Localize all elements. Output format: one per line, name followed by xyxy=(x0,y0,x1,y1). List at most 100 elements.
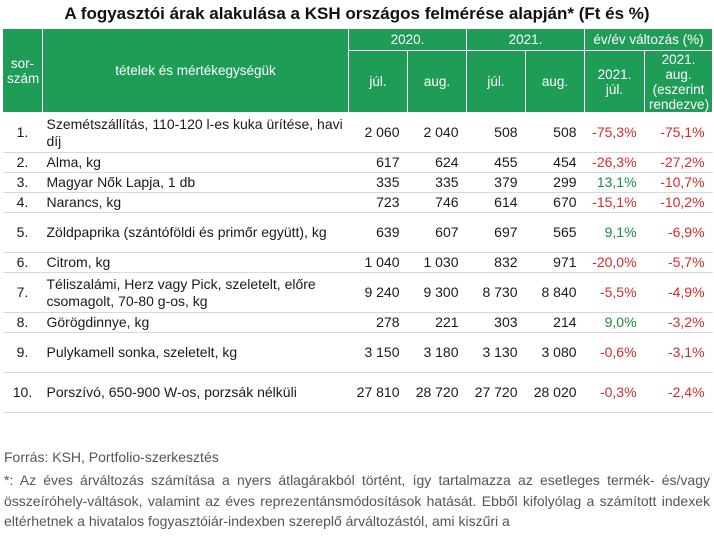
header-change-aug: 2021. aug. (eszerint rendezve) xyxy=(644,50,714,113)
cell-idx: 8. xyxy=(2,312,43,333)
cell-chg-aug: -3,2% xyxy=(644,312,713,333)
cell-jul2021: 3 130 xyxy=(466,332,526,373)
cell-idx: 1. xyxy=(2,112,43,153)
cell-name: Porszívó, 650-900 W-os, porzsák nélküli xyxy=(42,372,349,413)
cell-jul2021: 832 xyxy=(466,252,526,273)
cell-idx: 3. xyxy=(2,172,43,193)
cell-name: Citrom, kg xyxy=(42,252,349,273)
header-change-jul: 2021. júl. xyxy=(584,50,646,113)
cell-name: Alma, kg xyxy=(42,152,349,173)
table-row: 3. Magyar Nők Lapja, 1 db 335 335 379 299 13,1… xyxy=(2,172,713,193)
cell-jul2020: 9 240 xyxy=(348,272,408,313)
cell-jul2020: 3 150 xyxy=(348,332,408,373)
cell-jul2020: 639 xyxy=(348,212,408,253)
cell-aug2020: 335 xyxy=(407,172,467,193)
table-row: 7. Téliszalámi, Herz vagy Pick, szeletelt… xyxy=(2,272,713,313)
cell-jul2020: 2 060 xyxy=(348,112,408,153)
table-row: 9. Pulykamell sonka, szeletelt, kg 3 150 3 … xyxy=(2,332,713,373)
cell-chg-jul: -15,1% xyxy=(584,192,645,213)
table-title: A fogyasztói árak alakulása a KSH ország… xyxy=(64,4,650,23)
cell-aug2020: 1 030 xyxy=(407,252,467,273)
cell-jul2021: 508 xyxy=(466,112,526,153)
cell-jul2021: 697 xyxy=(466,212,526,253)
cell-jul2020: 1 040 xyxy=(348,252,408,273)
table-body: 1. Szemétszállítás, 110-120 l-es kuka ürí… xyxy=(2,112,713,413)
header-2021-aug: aug. xyxy=(525,50,586,113)
cell-aug2020: 3 180 xyxy=(407,332,467,373)
table-row: 4. Narancs, kg 723 746 614 670 -15,1% -10,2% xyxy=(2,192,713,213)
cell-aug2021: 28 020 xyxy=(525,372,585,413)
price-table: sor-szám tételek és mértékegységük 2020.… xyxy=(2,28,714,413)
cell-jul2021: 379 xyxy=(466,172,526,193)
cell-chg-aug: -10,7% xyxy=(644,172,713,193)
cell-chg-jul: 9,0% xyxy=(584,312,645,333)
table-row: 5. Zöldpaprika (szántóföldi és primőr egy… xyxy=(2,212,713,253)
cell-chg-jul: -0,3% xyxy=(584,372,645,413)
cell-aug2021: 214 xyxy=(525,312,585,333)
cell-idx: 4. xyxy=(2,192,43,213)
cell-chg-jul: -5,5% xyxy=(584,272,645,313)
cell-aug2021: 971 xyxy=(525,252,585,273)
cell-chg-aug: -75,1% xyxy=(644,112,713,153)
cell-idx: 6. xyxy=(2,252,43,273)
cell-aug2021: 508 xyxy=(525,112,585,153)
cell-aug2020: 221 xyxy=(407,312,467,333)
cell-aug2021: 8 840 xyxy=(525,272,585,313)
cell-chg-aug: -6,9% xyxy=(644,212,713,253)
cell-chg-jul: 13,1% xyxy=(584,172,645,193)
cell-chg-jul: -20,0% xyxy=(584,252,645,273)
cell-idx: 7. xyxy=(2,272,43,313)
cell-aug2020: 28 720 xyxy=(407,372,467,413)
cell-jul2020: 617 xyxy=(348,152,408,173)
cell-jul2020: 335 xyxy=(348,172,408,193)
cell-name: Görögdinnye, kg xyxy=(42,312,349,333)
cell-idx: 2. xyxy=(2,152,43,173)
footnote: *: Az éves árváltozás számítása a nyers … xyxy=(4,472,710,529)
cell-aug2020: 607 xyxy=(407,212,467,253)
cell-chg-aug: -4,9% xyxy=(644,272,713,313)
header-2021-jul: júl. xyxy=(466,50,527,113)
cell-jul2021: 455 xyxy=(466,152,526,173)
table-row: 6. Citrom, kg 1 040 1 030 832 971 -20,0% -5,7% xyxy=(2,252,713,273)
cell-chg-aug: -5,7% xyxy=(644,252,713,273)
table-row: 10. Porszívó, 650-900 W-os, porzsák nélkü… xyxy=(2,372,713,413)
cell-jul2021: 614 xyxy=(466,192,526,213)
cell-name: Szemétszállítás, 110-120 l-es kuka üríté… xyxy=(42,112,349,153)
cell-name: Zöldpaprika (szántóföldi és primőr együt… xyxy=(42,212,349,253)
cell-chg-aug: -10,2% xyxy=(644,192,713,213)
header-2020-jul: júl. xyxy=(348,50,408,113)
cell-chg-aug: -3,1% xyxy=(644,332,713,373)
cell-idx: 10. xyxy=(2,372,43,413)
cell-jul2020: 278 xyxy=(348,312,408,333)
cell-idx: 5. xyxy=(2,212,43,253)
source-note: Forrás: KSH, Portfolio-szerkesztés xyxy=(4,449,219,465)
cell-name: Pulykamell sonka, szeletelt, kg xyxy=(42,332,349,373)
cell-chg-jul: -75,3% xyxy=(584,112,645,153)
cell-aug2020: 2 040 xyxy=(407,112,467,153)
table-row: 1. Szemétszállítás, 110-120 l-es kuka ürí… xyxy=(2,112,713,153)
cell-chg-jul: -0,6% xyxy=(584,332,645,373)
header-2021: 2021. xyxy=(466,28,586,51)
cell-aug2021: 565 xyxy=(525,212,585,253)
cell-jul2020: 27 810 xyxy=(348,372,408,413)
cell-jul2021: 27 720 xyxy=(466,372,526,413)
header-tetelek: tételek és mértékegységük xyxy=(42,28,349,113)
table-row: 2. Alma, kg 617 624 455 454 -26,3% -27,2% xyxy=(2,152,713,173)
cell-chg-jul: 9,1% xyxy=(584,212,645,253)
table-row: 8. Görögdinnye, kg 278 221 303 214 9,0% -3,2% xyxy=(2,312,713,333)
cell-aug2021: 670 xyxy=(525,192,585,213)
cell-chg-jul: -26,3% xyxy=(584,152,645,173)
cell-name: Magyar Nők Lapja, 1 db xyxy=(42,172,349,193)
cell-jul2021: 8 730 xyxy=(466,272,526,313)
cell-aug2020: 9 300 xyxy=(407,272,467,313)
cell-aug2021: 454 xyxy=(525,152,585,173)
header-sorszam: sor-szám xyxy=(2,28,43,113)
cell-name: Narancs, kg xyxy=(42,192,349,213)
header-2020-aug: aug. xyxy=(406,50,468,113)
cell-aug2020: 746 xyxy=(407,192,467,213)
cell-chg-aug: -2,4% xyxy=(644,372,713,413)
cell-jul2021: 303 xyxy=(466,312,526,333)
cell-aug2021: 3 080 xyxy=(525,332,585,373)
header-2020: 2020. xyxy=(347,28,468,51)
cell-idx: 9. xyxy=(2,332,43,373)
